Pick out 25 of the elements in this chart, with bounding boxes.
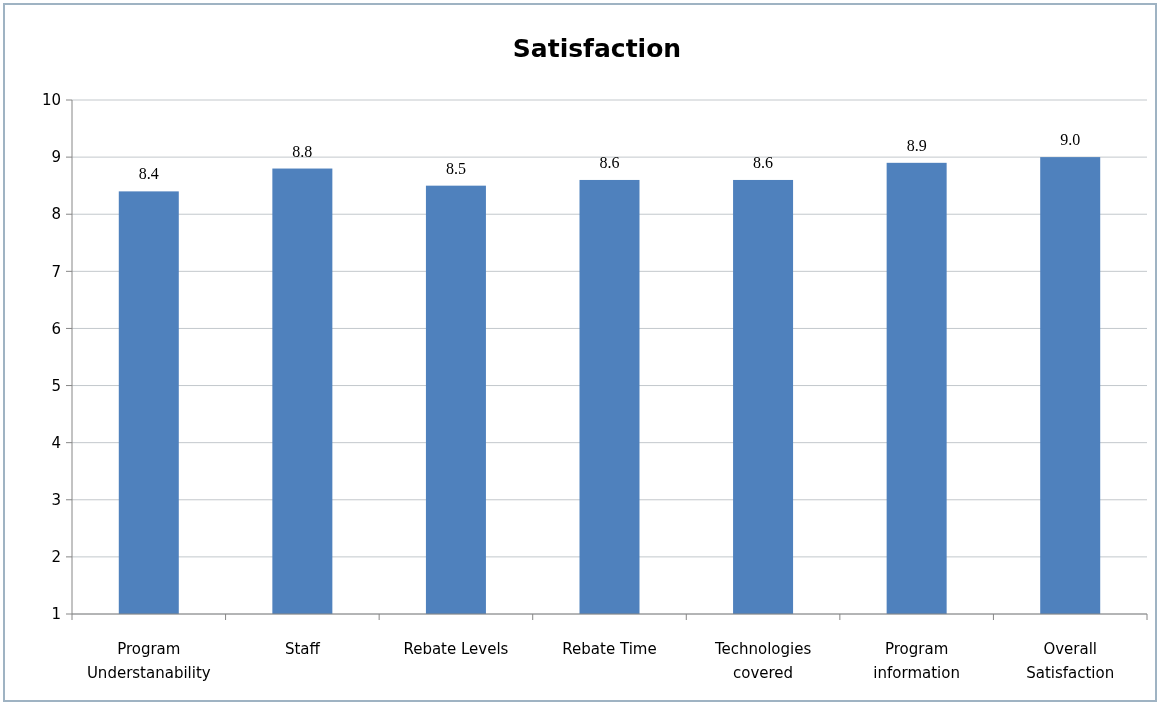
y-tick-label: 7: [51, 262, 61, 281]
y-tick-label: 4: [51, 433, 61, 452]
data-label: 8.6: [599, 153, 620, 171]
data-label: 8.4: [138, 165, 159, 183]
chart-title: Satisfaction: [512, 34, 682, 63]
x-tick-label: Technologies covered: [713, 640, 812, 682]
data-label: 9.0: [1060, 131, 1081, 149]
data-label: 8.9: [906, 136, 927, 154]
y-tick-label: 6: [51, 319, 61, 338]
data-label: 8.5: [445, 159, 466, 177]
y-tick-label: 10: [41, 91, 61, 110]
data-label: 8.6: [753, 153, 774, 171]
x-tick-label: Program Understanability: [86, 640, 211, 682]
x-tick-label: Staff: [284, 640, 321, 658]
x-tick-label: Rebate Levels: [403, 640, 509, 658]
y-tick-label: 5: [51, 376, 61, 395]
y-tick-label: 9: [51, 148, 61, 167]
y-tick-label: 1: [51, 605, 61, 624]
x-tick-label: Overall Satisfaction: [1026, 640, 1115, 682]
data-label: 8.8: [292, 142, 313, 160]
y-tick-label: 8: [51, 205, 61, 224]
x-tick-label: Rebate Time: [562, 640, 657, 658]
y-tick-label: 2: [51, 548, 61, 567]
y-tick-label: 3: [51, 491, 61, 510]
x-tick-label: Program information: [873, 640, 960, 682]
